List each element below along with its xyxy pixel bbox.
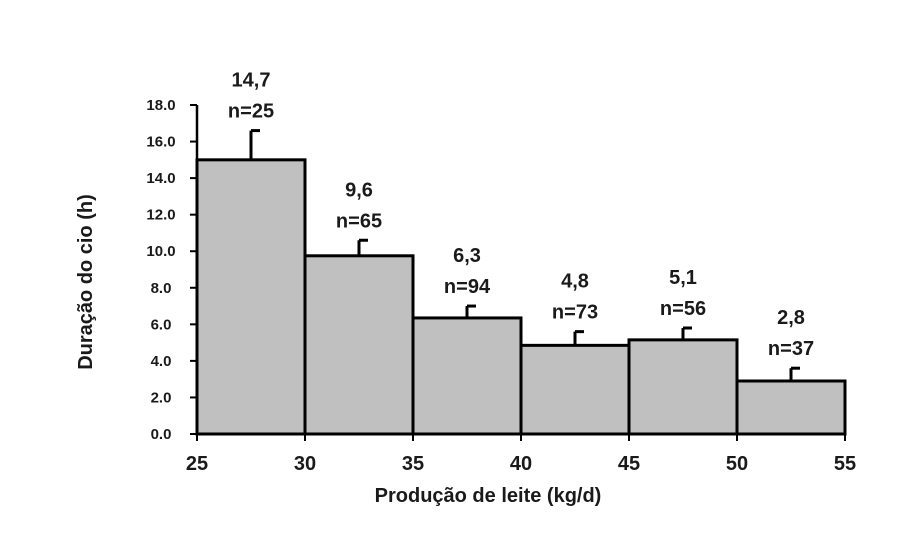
bar-n-label-2: n=65: [336, 210, 382, 232]
x-tick-label: 35: [402, 453, 424, 475]
bar-mean-label-3: 6,3: [453, 245, 481, 267]
bar-5: [627, 338, 739, 436]
bar-n-label-3: n=94: [444, 276, 491, 298]
bar-labels-group: 14,7 n=25 9,6 n=65 6,3 n=94 4,8 n=73 5,1 n=56 2,8 n…: [228, 70, 814, 361]
y-tick-label: 12.0: [146, 207, 175, 224]
x-tick-label: 50: [726, 453, 748, 475]
bar-mean-label-4: 4,8: [561, 271, 589, 293]
x-tick-label: 40: [510, 453, 532, 475]
bars-group: [195, 158, 847, 436]
bar-n-label-1: n=25: [228, 101, 274, 123]
x-tick-label: 25: [186, 453, 208, 475]
bar-2: [303, 254, 415, 436]
x-tick-label: 55: [834, 453, 856, 475]
bar-3: [411, 316, 523, 436]
bar-mean-label-5: 5,1: [669, 267, 697, 289]
bar-mean-label-1: 14,7: [232, 70, 271, 92]
bar-n-label-6: n=37: [768, 338, 814, 360]
axes-group: 0.0 2.0 4.0 6.0 8.0 10.0 12.0 14.0 16.0 18.0 25 30 3…: [146, 97, 856, 475]
y-tick-label: 2.0: [151, 389, 172, 406]
x-tick-label: 45: [618, 453, 640, 475]
bar-4: [519, 343, 631, 436]
bar-1: [195, 158, 307, 436]
bar-mean-label-6: 2,8: [777, 307, 805, 329]
bar-mean-label-2: 9,6: [345, 179, 373, 201]
y-axis-title: Duração do cio (h): [75, 194, 97, 370]
bar-n-label-5: n=56: [660, 298, 706, 320]
y-tick-label: 6.0: [151, 316, 172, 333]
bar-n-label-4: n=73: [552, 302, 598, 324]
bar-6: [735, 379, 847, 436]
x-tick-label: 30: [294, 453, 316, 475]
y-tick-label: 18.0: [146, 97, 175, 114]
y-tick-label: 8.0: [151, 280, 172, 297]
error-bars-group: [249, 129, 800, 381]
x-axis-title: Produção de leite (kg/d): [375, 485, 602, 507]
y-tick-label: 14.0: [146, 170, 175, 187]
y-tick-label: 0.0: [151, 426, 172, 443]
y-tick-label: 10.0: [146, 243, 175, 260]
y-tick-label: 16.0: [146, 134, 175, 151]
y-tick-label: 4.0: [151, 353, 172, 370]
